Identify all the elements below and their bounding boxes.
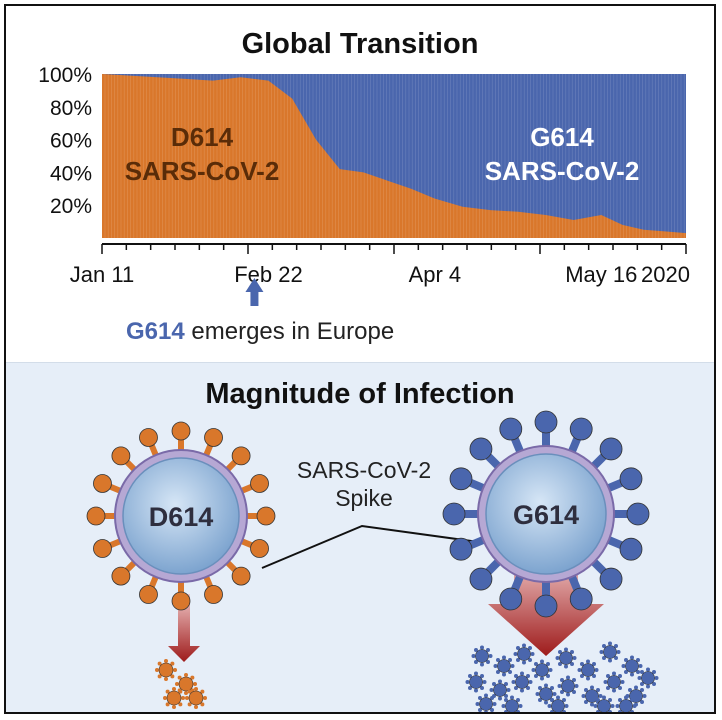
infection-panel xyxy=(6,362,714,712)
spike-label-line2: Spike xyxy=(335,485,393,511)
bar-stripes xyxy=(104,74,685,238)
spike-label-line1: SARS-CoV-2 xyxy=(296,457,432,483)
y-tick-label: 80% xyxy=(50,97,92,120)
g614-label-line1: G614 xyxy=(530,122,594,152)
figure-frame: Global Transition 100% 80% 60% 40% 20% Jan 11… xyxy=(4,4,716,714)
y-tick-label: 20% xyxy=(50,195,92,218)
caption-highlight: G614 xyxy=(126,318,185,345)
chart-title: Global Transition xyxy=(241,28,479,60)
y-tick-label: 100% xyxy=(38,64,92,87)
series-d614-area xyxy=(102,74,686,238)
x-tick-label: Apr 4 xyxy=(409,262,462,287)
caption-text: emerges in Europe xyxy=(184,318,395,345)
d614-label-line2: SARS-CoV-2 xyxy=(125,156,280,186)
x-tick-label: May 16 xyxy=(565,262,637,287)
g614-label-line2: SARS-CoV-2 xyxy=(485,156,640,186)
y-tick-label: 60% xyxy=(50,130,92,153)
x-tick-label: 2020 xyxy=(641,262,690,287)
spike-label: SARS-CoV-2 Spike xyxy=(264,456,464,512)
emergence-caption: G614 emerges in Europe xyxy=(126,318,394,346)
d614-label-line1: D614 xyxy=(171,122,234,152)
infection-title: Magnitude of Infection xyxy=(205,378,515,410)
x-tick-label: Jan 11 xyxy=(70,262,134,287)
y-tick-label: 40% xyxy=(50,162,92,185)
emergence-arrow-icon xyxy=(245,278,264,306)
x-tick-label: Feb 22 xyxy=(234,262,303,287)
transition-chart: 100% 80% 60% 40% 20% Jan 11 Feb 22 Apr 4 May 16 2… xyxy=(38,64,690,306)
